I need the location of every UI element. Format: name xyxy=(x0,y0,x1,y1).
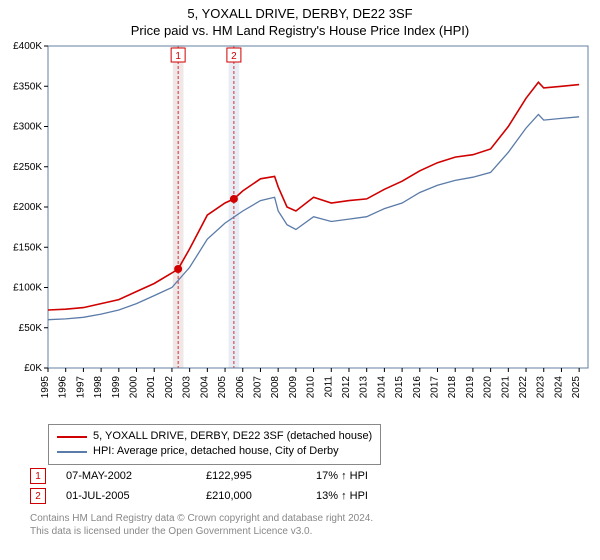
legend-item: HPI: Average price, detached house, City… xyxy=(57,444,372,459)
sale-badge: 2 xyxy=(30,488,46,504)
legend: 5, YOXALL DRIVE, DERBY, DE22 3SF (detach… xyxy=(48,424,381,465)
svg-text:2019: 2019 xyxy=(465,376,476,399)
table-row: 1 07-MAY-2002 £122,995 17% ↑ HPI xyxy=(30,466,416,486)
svg-text:2010: 2010 xyxy=(306,376,317,399)
svg-text:£50K: £50K xyxy=(19,323,43,334)
svg-text:2017: 2017 xyxy=(430,376,441,399)
svg-text:2002: 2002 xyxy=(164,376,175,399)
svg-text:2008: 2008 xyxy=(270,376,281,399)
svg-text:1998: 1998 xyxy=(93,376,104,399)
svg-text:1996: 1996 xyxy=(58,376,69,399)
svg-text:2004: 2004 xyxy=(199,376,210,399)
svg-text:£200K: £200K xyxy=(13,202,42,213)
sale-pct: 17% ↑ HPI xyxy=(316,470,416,482)
sale-badge: 1 xyxy=(30,468,46,484)
footer-line1: Contains HM Land Registry data © Crown c… xyxy=(30,512,373,525)
legend-item: 5, YOXALL DRIVE, DERBY, DE22 3SF (detach… xyxy=(57,429,372,444)
sale-pct: 13% ↑ HPI xyxy=(316,490,416,502)
svg-text:£0K: £0K xyxy=(24,363,42,374)
svg-text:2014: 2014 xyxy=(376,376,387,399)
svg-text:2001: 2001 xyxy=(146,376,157,399)
svg-text:2009: 2009 xyxy=(288,376,299,399)
svg-text:£250K: £250K xyxy=(13,162,42,173)
svg-text:2020: 2020 xyxy=(483,376,494,399)
chart-title: 5, YOXALL DRIVE, DERBY, DE22 3SF Price p… xyxy=(0,0,600,40)
svg-text:1997: 1997 xyxy=(75,376,86,399)
chart-svg: 1 2 £0K £50K £100K £150K £200K £250K £300K £350K £… xyxy=(0,42,600,422)
svg-text:2: 2 xyxy=(231,51,237,62)
footer: Contains HM Land Registry data © Crown c… xyxy=(30,512,373,538)
svg-text:2018: 2018 xyxy=(447,376,458,399)
svg-text:2011: 2011 xyxy=(323,376,334,398)
sale-price: £210,000 xyxy=(206,490,296,502)
svg-text:2007: 2007 xyxy=(252,376,263,399)
svg-text:2024: 2024 xyxy=(553,376,564,399)
svg-text:2000: 2000 xyxy=(129,376,140,399)
sale-date: 01-JUL-2005 xyxy=(66,490,186,502)
sales-table: 1 07-MAY-2002 £122,995 17% ↑ HPI 2 01-JU… xyxy=(30,466,416,506)
legend-swatch xyxy=(57,451,87,453)
table-row: 2 01-JUL-2005 £210,000 13% ↑ HPI xyxy=(30,486,416,506)
title-line1: 5, YOXALL DRIVE, DERBY, DE22 3SF xyxy=(0,6,600,23)
svg-text:2003: 2003 xyxy=(182,376,193,399)
svg-text:2022: 2022 xyxy=(518,376,529,399)
svg-text:1995: 1995 xyxy=(40,376,51,399)
svg-text:2015: 2015 xyxy=(394,376,405,399)
svg-text:£100K: £100K xyxy=(13,283,42,294)
legend-label: HPI: Average price, detached house, City… xyxy=(93,444,339,459)
svg-text:2006: 2006 xyxy=(235,376,246,399)
svg-text:2025: 2025 xyxy=(571,376,582,399)
svg-text:£300K: £300K xyxy=(13,122,42,133)
legend-label: 5, YOXALL DRIVE, DERBY, DE22 3SF (detach… xyxy=(93,429,372,444)
svg-text:£150K: £150K xyxy=(13,242,42,253)
svg-text:£350K: £350K xyxy=(13,81,42,92)
sale-price: £122,995 xyxy=(206,470,296,482)
svg-text:2016: 2016 xyxy=(412,376,423,399)
svg-text:1: 1 xyxy=(175,51,181,62)
svg-text:2012: 2012 xyxy=(341,376,352,399)
svg-text:2005: 2005 xyxy=(217,376,228,399)
svg-text:2021: 2021 xyxy=(500,376,511,399)
footer-line2: This data is licensed under the Open Gov… xyxy=(30,525,373,538)
svg-text:£400K: £400K xyxy=(13,42,42,52)
sale-date: 07-MAY-2002 xyxy=(66,470,186,482)
legend-swatch xyxy=(57,436,87,438)
svg-text:1999: 1999 xyxy=(111,376,122,399)
svg-text:2013: 2013 xyxy=(359,376,370,399)
svg-text:2023: 2023 xyxy=(536,376,547,399)
title-line2: Price paid vs. HM Land Registry's House … xyxy=(0,23,600,40)
chart-area: 1 2 £0K £50K £100K £150K £200K £250K £300K £350K £… xyxy=(0,42,600,422)
